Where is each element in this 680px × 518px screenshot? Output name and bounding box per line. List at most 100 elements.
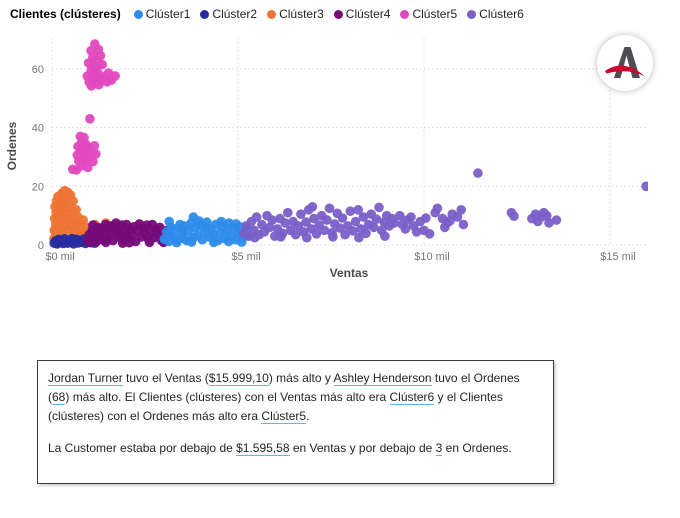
- data-point[interactable]: [280, 218, 291, 228]
- data-point[interactable]: [276, 232, 286, 242]
- data-point[interactable]: [216, 216, 227, 227]
- data-point[interactable]: [264, 222, 275, 233]
- data-point[interactable]: [371, 214, 382, 224]
- scatter-plot[interactable]: $0 mil $5 mil $10 mil $15 mil 0 20 40 60 Ventas O…: [0, 0, 680, 300]
- data-point[interactable]: [324, 203, 335, 214]
- data-point[interactable]: [101, 237, 111, 248]
- legend-item-cluster4[interactable]: Clúster4: [333, 7, 390, 21]
- data-point[interactable]: [458, 219, 469, 230]
- data-point[interactable]: [223, 236, 234, 247]
- data-point[interactable]: [257, 219, 267, 230]
- data-point[interactable]: [283, 207, 293, 218]
- data-point[interactable]: [78, 215, 88, 225]
- series-clúster6[interactable]: [238, 168, 651, 243]
- legend-dot-icon: [200, 9, 210, 19]
- data-point[interactable]: [251, 212, 262, 222]
- data-point[interactable]: [311, 229, 322, 239]
- data-point[interactable]: [209, 237, 219, 248]
- data-point[interactable]: [86, 81, 97, 91]
- legend-item-cluster2[interactable]: Clúster2: [200, 7, 257, 21]
- data-point[interactable]: [85, 114, 95, 124]
- data-point[interactable]: [406, 212, 416, 222]
- data-point[interactable]: [374, 202, 384, 213]
- data-point[interactable]: [171, 237, 182, 248]
- data-point[interactable]: [322, 215, 332, 225]
- data-point[interactable]: [380, 231, 390, 241]
- data-point[interactable]: [335, 223, 345, 233]
- data-point[interactable]: [328, 232, 338, 242]
- data-point[interactable]: [353, 205, 364, 215]
- narrative-dynamic-value: Clúster5: [261, 408, 307, 424]
- data-point[interactable]: [249, 232, 260, 243]
- data-point[interactable]: [350, 216, 361, 227]
- legend-dot-icon: [333, 9, 343, 19]
- data-point[interactable]: [452, 212, 463, 222]
- narrative-dynamic-value: 3: [435, 440, 443, 456]
- data-point[interactable]: [421, 213, 431, 223]
- data-points[interactable]: [49, 39, 651, 249]
- data-point[interactable]: [309, 213, 319, 224]
- data-point[interactable]: [361, 228, 371, 239]
- data-point[interactable]: [432, 203, 443, 214]
- data-point[interactable]: [301, 217, 311, 227]
- data-point[interactable]: [411, 227, 422, 237]
- data-point[interactable]: [186, 237, 197, 247]
- data-point[interactable]: [395, 210, 405, 221]
- data-point[interactable]: [201, 222, 212, 232]
- data-point[interactable]: [88, 220, 98, 230]
- data-point[interactable]: [302, 232, 312, 243]
- data-point[interactable]: [456, 205, 467, 215]
- data-point[interactable]: [551, 215, 562, 225]
- data-point[interactable]: [400, 224, 411, 234]
- data-point[interactable]: [95, 50, 106, 61]
- x-axis-tick: $15 mil: [600, 251, 635, 263]
- data-point[interactable]: [144, 237, 155, 248]
- data-point[interactable]: [641, 181, 651, 192]
- data-point[interactable]: [544, 218, 554, 228]
- data-point[interactable]: [68, 196, 78, 206]
- data-point[interactable]: [424, 229, 435, 239]
- data-point[interactable]: [267, 215, 278, 225]
- data-point[interactable]: [369, 222, 379, 233]
- data-point[interactable]: [110, 71, 120, 81]
- data-point[interactable]: [509, 211, 519, 221]
- legend-item-label: Clúster3: [279, 7, 324, 21]
- data-point[interactable]: [348, 226, 358, 236]
- narrative-text: ) más alto. El Clientes (clústeres) con …: [65, 389, 390, 404]
- data-point[interactable]: [68, 164, 78, 175]
- series-clúster4[interactable]: [82, 218, 175, 248]
- legend-item-cluster1[interactable]: Clúster1: [133, 7, 190, 21]
- data-point[interactable]: [89, 141, 100, 151]
- data-point[interactable]: [340, 229, 350, 240]
- data-point[interactable]: [231, 219, 241, 229]
- legend-item-cluster6[interactable]: Clúster6: [467, 7, 524, 21]
- data-point[interactable]: [117, 238, 128, 248]
- data-point[interactable]: [296, 209, 306, 219]
- data-point[interactable]: [164, 216, 174, 227]
- data-point[interactable]: [345, 206, 356, 216]
- narrative-dynamic-value: Clúster6: [389, 389, 435, 405]
- data-point[interactable]: [97, 59, 107, 70]
- data-point[interactable]: [71, 205, 81, 215]
- data-point[interactable]: [188, 212, 199, 222]
- data-point[interactable]: [542, 210, 552, 221]
- data-point[interactable]: [177, 224, 187, 235]
- legend-item-cluster3[interactable]: Clúster3: [267, 7, 324, 21]
- legend-item-cluster5[interactable]: Clúster5: [400, 7, 457, 21]
- data-point[interactable]: [307, 202, 318, 212]
- data-point[interactable]: [82, 162, 93, 173]
- narrative-paragraph: La Customer estaba por debajo de $1.595,…: [48, 439, 543, 458]
- data-point[interactable]: [389, 218, 400, 228]
- data-point[interactable]: [337, 213, 348, 223]
- series-clúster1[interactable]: [159, 212, 252, 248]
- data-point[interactable]: [358, 212, 369, 222]
- data-point[interactable]: [319, 225, 330, 236]
- data-point[interactable]: [94, 79, 104, 90]
- data-point[interactable]: [473, 168, 483, 178]
- data-point[interactable]: [354, 232, 364, 243]
- data-point[interactable]: [91, 149, 101, 159]
- narrative-text: en Ventas y por debajo de: [289, 440, 436, 455]
- series-clúster5[interactable]: [68, 39, 120, 175]
- data-point[interactable]: [179, 233, 189, 244]
- data-point[interactable]: [290, 229, 301, 240]
